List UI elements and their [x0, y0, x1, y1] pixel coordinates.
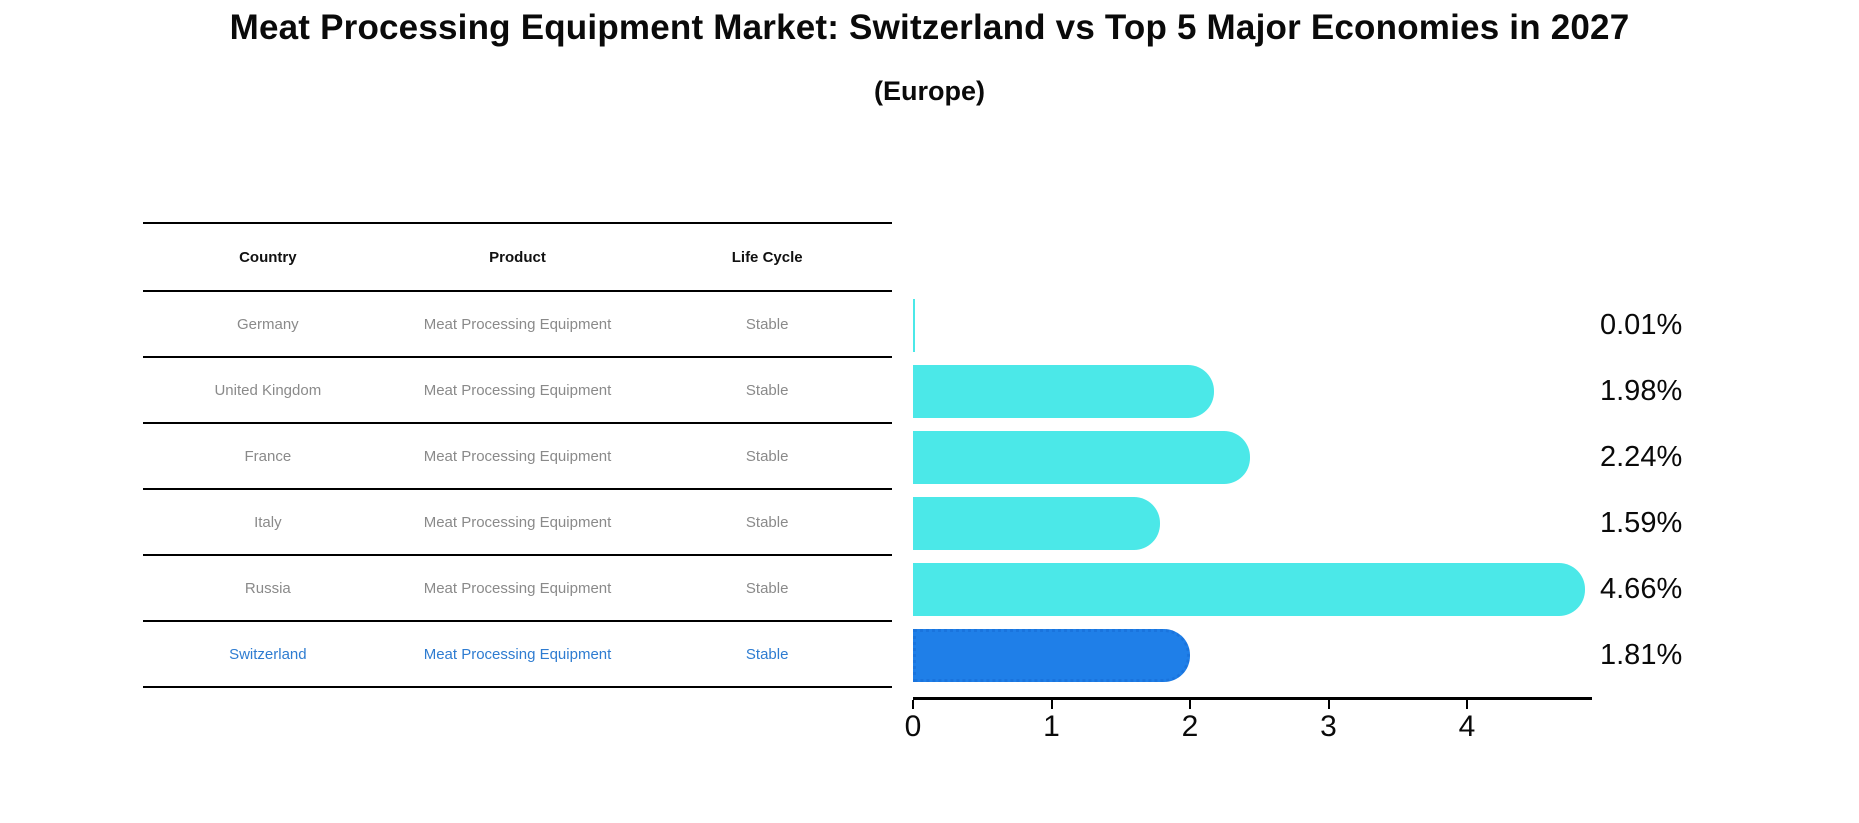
product-cell: Meat Processing Equipment: [423, 645, 612, 663]
bar-russia: [913, 562, 1585, 616]
table-row-switzerland: Switzerland Meat Processing Equipment Stab…: [143, 622, 892, 688]
product-cell: Meat Processing Equipment: [423, 315, 612, 333]
x-axis-tick-label-3: 3: [1320, 710, 1337, 743]
column-header-lifecycle: Life Cycle: [731, 248, 803, 266]
bar-germany: [913, 298, 915, 352]
product-cell: Meat Processing Equipment: [423, 513, 612, 531]
x-axis-tick-1: [1050, 700, 1053, 709]
column-header-country: Country: [239, 248, 297, 266]
country-cell: Germany: [236, 315, 299, 333]
bar-france: [913, 430, 1250, 484]
table-row-france: France Meat Processing Equipment Stable: [143, 424, 892, 490]
bar-united-kingdom: [913, 364, 1214, 418]
column-header-product: Product: [489, 248, 546, 266]
country-cell: Italy: [254, 513, 282, 531]
table-row-united-kingdom: United Kingdom Meat Processing Equipment S…: [143, 358, 892, 424]
table-row-germany: Germany Meat Processing Equipment Stable: [143, 292, 892, 358]
country-cell: France: [244, 447, 292, 465]
value-label-russia: 4.66%: [1600, 573, 1683, 605]
product-cell: Meat Processing Equipment: [423, 381, 612, 399]
x-axis-tick-label-4: 4: [1458, 710, 1476, 743]
x-axis-line: [913, 697, 1592, 700]
x-axis-tick-label-1: 1: [1043, 710, 1060, 743]
value-label-germany: 0.01%: [1600, 309, 1683, 341]
product-cell: Meat Processing Equipment: [423, 579, 612, 597]
x-axis-tick-label-2: 2: [1181, 710, 1199, 743]
country-cell: Switzerland: [229, 645, 307, 663]
x-axis-tick-label-0: 0: [904, 710, 922, 743]
lifecycle-cell: Stable: [745, 315, 789, 333]
bar-italy: [913, 496, 1160, 550]
lifecycle-cell: Stable: [745, 645, 789, 663]
lifecycle-cell: Stable: [745, 381, 789, 399]
x-axis-tick-0: [912, 700, 914, 709]
lifecycle-cell: Stable: [745, 513, 789, 531]
country-info-table: Country Product Life Cycle Germany Meat P…: [143, 222, 892, 688]
table-header-row: Country Product Life Cycle: [143, 224, 892, 292]
x-axis-tick-4: [1466, 700, 1468, 709]
table-body: Germany Meat Processing Equipment Stable Un…: [143, 292, 892, 688]
x-axis-tick-2: [1189, 700, 1191, 709]
table-row-italy: Italy Meat Processing Equipment Stable: [143, 490, 892, 556]
table-row-russia: Russia Meat Processing Equipment Stable: [143, 556, 892, 622]
lifecycle-cell: Stable: [745, 579, 789, 597]
page-subtitle: (Europe): [874, 76, 985, 106]
value-label-italy: 1.59%: [1600, 507, 1683, 539]
country-cell: United Kingdom: [214, 381, 322, 399]
value-label-france: 2.24%: [1600, 441, 1683, 473]
value-label-united-kingdom: 1.98%: [1600, 375, 1683, 407]
lifecycle-cell: Stable: [745, 447, 789, 465]
page-title: Meat Processing Equipment Market: Switze…: [229, 8, 1630, 47]
bar-switzerland: [913, 628, 1191, 682]
country-cell: Russia: [244, 579, 291, 597]
x-axis-tick-3: [1327, 700, 1330, 709]
product-cell: Meat Processing Equipment: [423, 447, 612, 465]
value-label-switzerland: 1.81%: [1600, 639, 1683, 671]
